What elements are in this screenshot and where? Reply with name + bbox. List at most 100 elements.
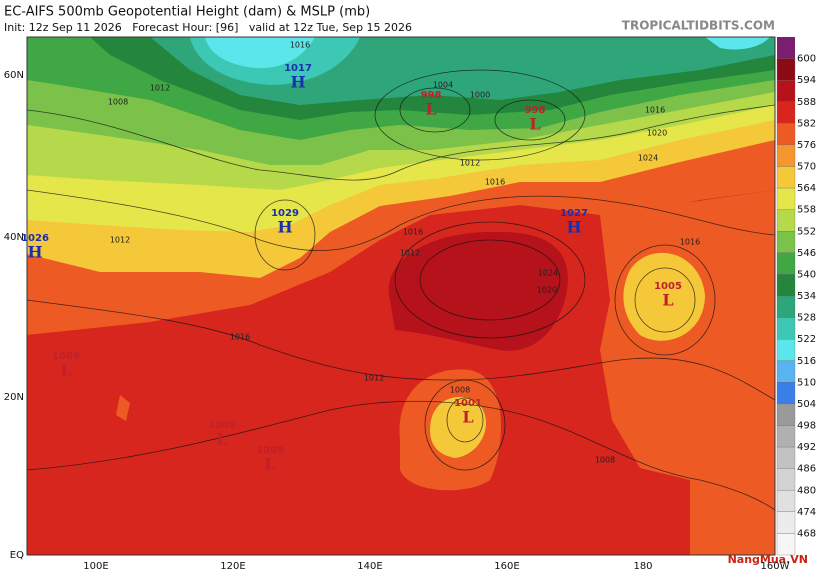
center-type: H <box>27 243 42 262</box>
colorbar-label: 498 <box>797 421 816 432</box>
isobar-label: 1016 <box>645 106 665 115</box>
lon-label: 100E <box>83 561 108 572</box>
colorbar-label: 552 <box>797 226 816 237</box>
colorbar-label: 570 <box>797 162 816 173</box>
map-frame <box>26 36 776 556</box>
colorbar-cell <box>776 231 796 253</box>
isobar-label: 1024 <box>638 154 658 163</box>
isobar-label: 1008 <box>450 386 470 395</box>
colorbar-cell <box>776 403 796 426</box>
colorbar-cell <box>776 511 796 534</box>
colorbar-cell <box>776 144 796 167</box>
isobar-label: 1000 <box>470 91 490 100</box>
colorbar-cell <box>776 446 796 469</box>
isobar-label: 1016 <box>403 228 423 237</box>
center-pressure: 1026 <box>21 233 49 244</box>
colorbar-cell <box>776 533 796 556</box>
center-type: L <box>264 455 275 474</box>
subtitle: Init: 12z Sep 11 2026 Forecast Hour: [96… <box>4 21 412 34</box>
isobar-label: 1012 <box>110 236 130 245</box>
colorbar-cell <box>776 123 796 146</box>
colorbar-label: 546 <box>797 248 816 259</box>
colorbar-cell <box>776 166 796 189</box>
center-type: L <box>462 408 473 427</box>
colorbar-label: 534 <box>797 291 816 302</box>
isobar-label: 1016 <box>485 178 505 187</box>
isobars <box>27 69 775 511</box>
colorbar-label: 510 <box>797 377 816 388</box>
lon-label: 160E <box>494 561 519 572</box>
colorbar-cell <box>776 187 796 210</box>
colorbar-cell <box>776 490 796 512</box>
isobar-label: 1012 <box>400 249 420 258</box>
center-type: L <box>662 291 673 310</box>
colorbar-cell <box>776 468 796 491</box>
center-type: H <box>290 73 305 92</box>
colorbar-label: 582 <box>797 118 816 129</box>
colorbar-cell <box>776 101 796 124</box>
colorbar-label: 504 <box>797 399 816 410</box>
lon-label: 180 <box>633 561 652 572</box>
colorbar-cell <box>776 339 796 361</box>
colorbar-label: 594 <box>797 75 816 86</box>
isobar-label: 1016 <box>680 238 700 247</box>
colorbar-label: 522 <box>797 334 816 345</box>
center-pressure: 1009 <box>208 420 236 431</box>
lon-label: 140E <box>357 561 382 572</box>
colorbar-label: 576 <box>797 140 816 151</box>
isobar-label: 1012 <box>460 159 480 168</box>
lon-label: 120E <box>220 561 245 572</box>
colorbar-label: 564 <box>797 183 816 194</box>
lat-label: 20N <box>4 392 24 403</box>
isobar-label: 1008 <box>595 456 615 465</box>
center-type: L <box>216 430 227 449</box>
lat-label: 40N <box>4 232 24 243</box>
center-pressure: 1005 <box>654 281 682 292</box>
center-pressure: 998 <box>421 90 442 101</box>
colorbar-label: 528 <box>797 313 816 324</box>
center-pressure: 1027 <box>560 208 588 219</box>
lon-label: 160W <box>761 561 790 572</box>
height-field <box>27 37 775 555</box>
isobar-label: 1016 <box>290 41 310 50</box>
center-pressure: 1001 <box>454 398 482 409</box>
colorbar-label: 492 <box>797 442 816 453</box>
isobar-label: 1016 <box>230 333 250 342</box>
isobar-label: 1024 <box>538 269 558 278</box>
center-type: H <box>277 218 292 237</box>
isobar-label: 1008 <box>108 98 128 107</box>
colorbar-label: 600 <box>797 54 816 65</box>
lat-label: EQ <box>10 550 24 561</box>
colorbar-cell <box>776 295 796 318</box>
watermark: NangMua.VN <box>728 553 808 566</box>
colorbar-label: 516 <box>797 356 816 367</box>
colorbar-cell <box>776 425 796 448</box>
title: EC-AIFS 500mb Geopotential Height (dam) … <box>4 5 370 20</box>
colorbar-cell <box>776 80 796 102</box>
colorbar-cell <box>776 58 796 81</box>
colorbar-cell <box>776 209 796 232</box>
colorbar-top <box>777 37 795 59</box>
center-pressure: 998 <box>525 105 546 116</box>
center-pressure: 1017 <box>284 63 312 74</box>
center-type: H <box>566 218 581 237</box>
colorbar-label: 588 <box>797 97 816 108</box>
isobar-label: 1020 <box>537 286 557 295</box>
colorbar-label: 540 <box>797 269 816 280</box>
center-pressure: 1006 <box>52 351 80 362</box>
colorbar-label: 558 <box>797 205 816 216</box>
isobar-label: 1012 <box>364 374 384 383</box>
isobar-label: 1004 <box>433 81 453 90</box>
colorbar-cell <box>776 382 796 405</box>
colorbar-label: 486 <box>797 464 816 475</box>
center-type: L <box>60 361 71 380</box>
source: TROPICALTIDBITS.COM <box>622 19 775 33</box>
center-type: L <box>529 115 540 134</box>
colorbar-label: 480 <box>797 485 816 496</box>
colorbar-cell <box>776 274 796 297</box>
center-type: L <box>425 100 436 119</box>
isobar-label: 1012 <box>150 84 170 93</box>
center-pressure: 1009 <box>256 445 284 456</box>
lat-label: 60N <box>4 70 24 81</box>
